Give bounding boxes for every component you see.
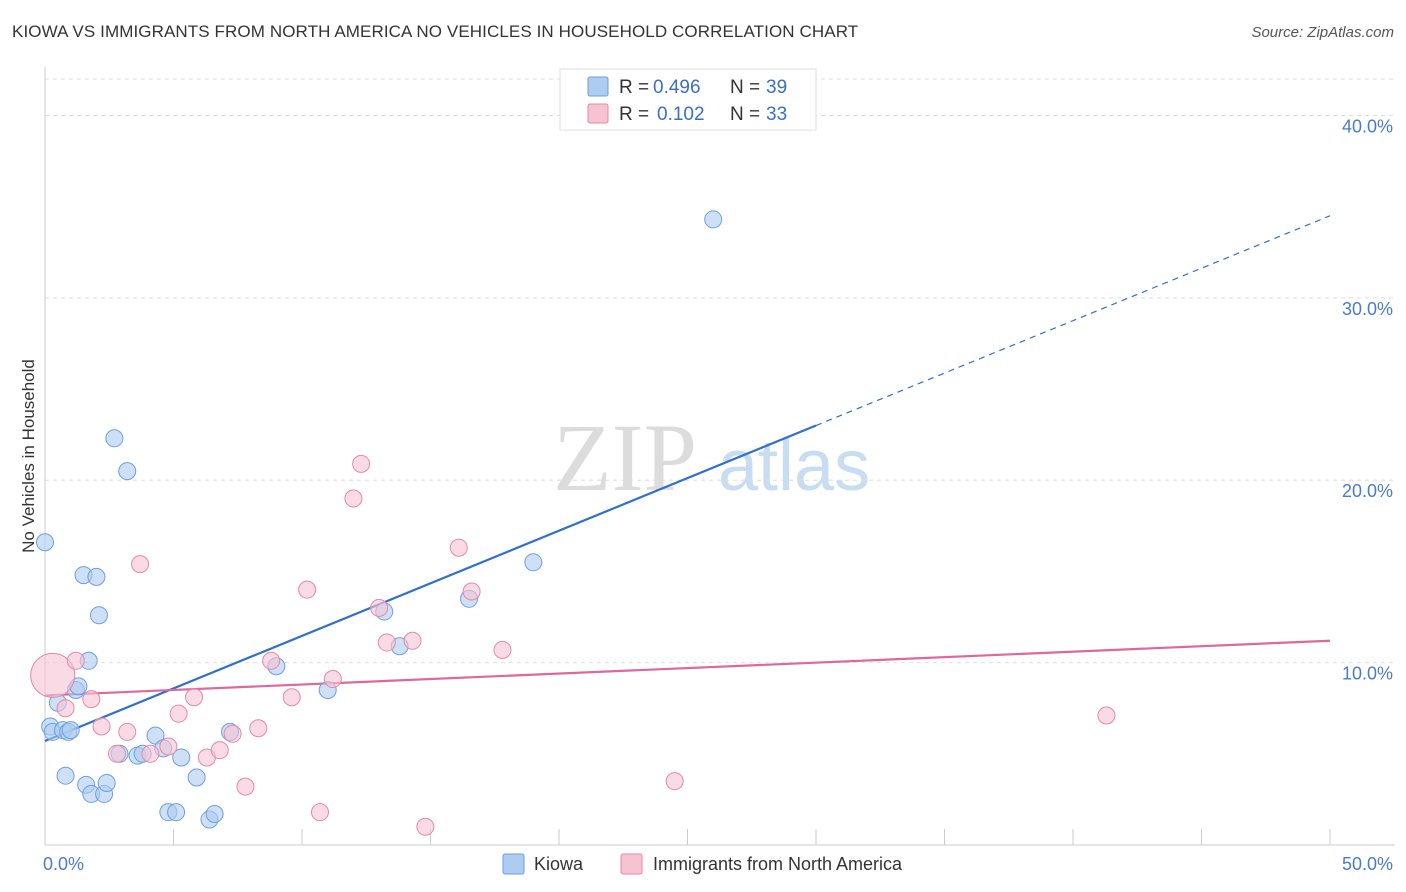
immig-point-19 (298, 580, 317, 599)
kiowa-point-14 (87, 567, 106, 586)
immig-point-6 (118, 722, 137, 741)
immig-point-3 (82, 690, 101, 709)
kiowa-point-27 (172, 748, 191, 767)
legend-n-value-kiowa: 39 (766, 77, 787, 98)
immig-point-2 (66, 651, 85, 670)
legend: R = 0.496 N = 39 R = 0.102 N = 33 (559, 68, 817, 131)
legend-r-label-immig: R = (619, 104, 649, 125)
kiowa-trend-line (44, 424, 817, 743)
immig-point-26 (403, 631, 422, 650)
immig-point-29 (462, 582, 481, 601)
immig-point-11 (185, 688, 204, 707)
legend-r-value-immig: 0.102 (657, 104, 705, 125)
legend-n-label-kiowa: N = (730, 77, 760, 98)
kiowa-point-15 (89, 606, 108, 625)
x-tick-label-1: 50.0% (1342, 854, 1393, 874)
immig-point-32 (1097, 706, 1116, 725)
immig-point-18 (282, 688, 301, 707)
kiowa-trend-extension (815, 215, 1331, 427)
gridlines (45, 78, 1395, 664)
immig-point-14 (223, 724, 242, 743)
kiowa-point-30 (205, 804, 224, 823)
immig-point-10 (169, 704, 188, 723)
y-tick-label-1: 20.0% (1342, 481, 1393, 501)
y-axis-label: No Vehicles in Household (19, 359, 38, 553)
immig-point-30 (493, 640, 512, 659)
immig-point-22 (344, 489, 363, 508)
legend-swatch-kiowa (587, 76, 609, 97)
y-tick-label-2: 30.0% (1342, 299, 1393, 319)
bottom-legend-immig: Immigrants from North America (653, 854, 903, 874)
kiowa-point-17 (97, 773, 116, 792)
watermark-zip: ZIP (553, 404, 697, 511)
immig-point-1 (56, 699, 75, 718)
immig-point-9 (159, 737, 178, 756)
legend-swatch-immig (587, 103, 609, 124)
immig-point-31 (665, 772, 684, 791)
x-tick-label-0: 0.0% (43, 854, 84, 874)
bottom-legend-swatch-immig (620, 853, 643, 875)
kiowa-point-26 (167, 803, 186, 822)
immig-point-23 (352, 454, 371, 473)
data-points (30, 210, 1116, 836)
immig-point-7 (131, 555, 150, 574)
legend-n-label-immig: N = (730, 104, 760, 125)
immig-trend-line (44, 639, 1331, 697)
axes (44, 67, 1395, 846)
immig-point-28 (449, 538, 468, 557)
immig-point-13 (210, 741, 229, 760)
immig-point-25 (377, 633, 396, 652)
immig-point-21 (323, 670, 342, 689)
immig-point-5 (107, 744, 126, 763)
chart-title: KIOWA VS IMMIGRANTS FROM NORTH AMERICA N… (12, 22, 859, 41)
watermark-atlas: atlas (718, 426, 870, 506)
immig-point-0 (30, 652, 76, 698)
kiowa-point-37 (524, 553, 543, 572)
y-tick-label-3: 40.0% (1342, 116, 1393, 136)
kiowa-point-28 (187, 768, 206, 787)
source-label: Source: ZipAtlas.com (1251, 24, 1394, 41)
kiowa-point-20 (118, 462, 137, 481)
kiowa-point-0 (36, 533, 54, 552)
legend-r-value-kiowa: 0.496 (653, 77, 701, 98)
bottom-legend-swatch-kiowa (502, 853, 525, 875)
immig-point-17 (262, 651, 281, 670)
bottom-legend: Kiowa Immigrants from North America (502, 853, 903, 875)
immig-point-4 (92, 717, 111, 736)
trend-lines (44, 215, 1331, 743)
immig-point-27 (416, 817, 435, 836)
immig-point-16 (249, 719, 268, 738)
bottom-legend-kiowa: Kiowa (534, 854, 584, 874)
kiowa-point-7 (61, 721, 80, 740)
y-tick-label-0: 10.0% (1342, 664, 1393, 684)
kiowa-point-5 (56, 766, 75, 785)
immig-point-15 (236, 777, 255, 796)
kiowa-point-38 (704, 210, 723, 229)
immig-point-24 (370, 598, 389, 617)
legend-n-value-immig: 33 (766, 104, 787, 125)
kiowa-point-18 (105, 429, 124, 448)
immig-point-8 (141, 744, 160, 763)
legend-r-label-kiowa: R = (619, 77, 649, 98)
tick-labels: 10.0% 20.0% 30.0% 40.0% 0.0% 50.0% (43, 116, 1393, 874)
immig-point-20 (310, 803, 329, 822)
